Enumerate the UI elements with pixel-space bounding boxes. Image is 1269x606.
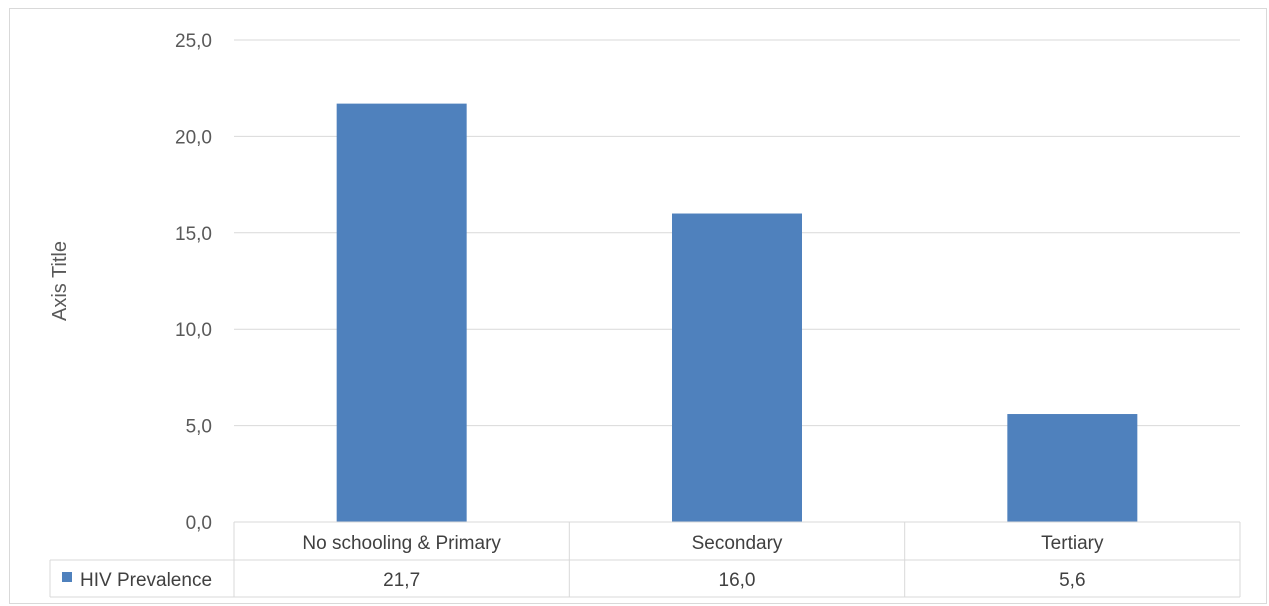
legend-series-name: HIV Prevalence: [80, 570, 212, 591]
bar: [336, 103, 467, 523]
bar: [1007, 414, 1138, 522]
x-category-label: No schooling & Primary: [302, 533, 501, 554]
y-tick-label: 0,0: [186, 513, 212, 534]
y-axis-title: Axis Title: [49, 241, 71, 321]
data-table-value: 16,0: [719, 570, 756, 591]
y-tick-label: 10,0: [175, 320, 212, 341]
data-table-value: 5,6: [1059, 570, 1085, 591]
legend-key: [62, 572, 72, 582]
y-tick-label: 20,0: [175, 127, 212, 148]
bar: [672, 213, 802, 522]
data-table-value: 21,7: [383, 570, 420, 591]
x-category-label: Secondary: [692, 533, 783, 554]
y-tick-label: 25,0: [175, 31, 212, 52]
y-tick-label: 15,0: [175, 224, 212, 245]
x-category-label: Tertiary: [1041, 533, 1104, 554]
y-tick-label: 5,0: [186, 417, 212, 438]
